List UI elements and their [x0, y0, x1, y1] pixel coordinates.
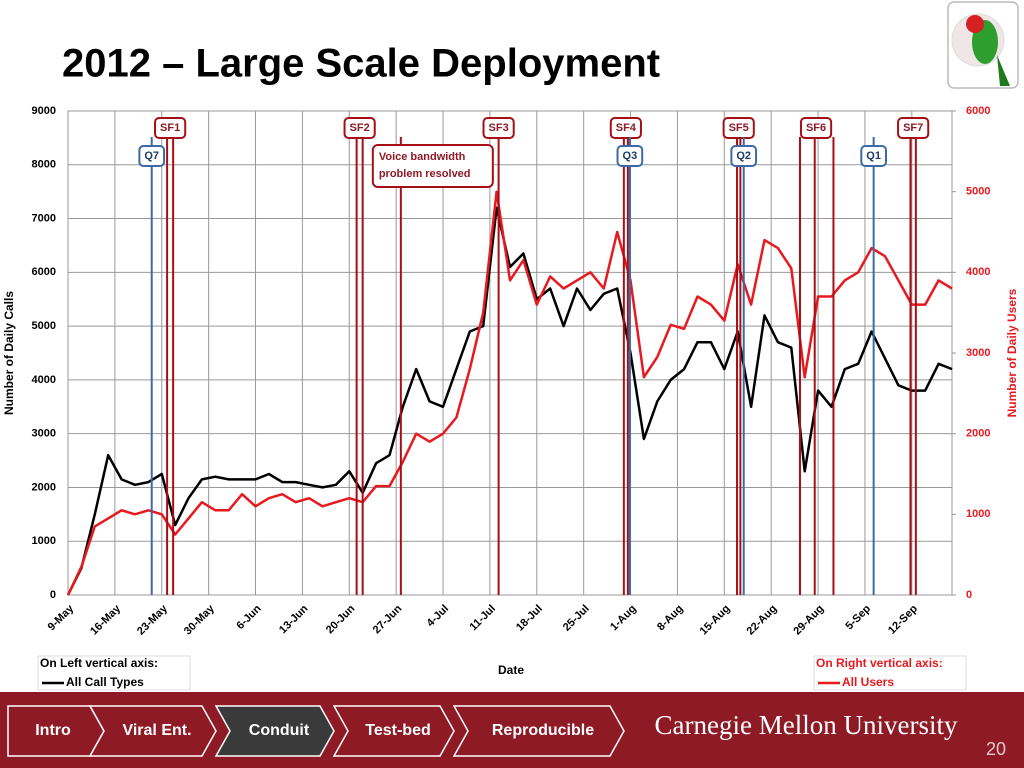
- y-tick-label: 3000: [32, 428, 56, 440]
- event-label: Q7: [144, 150, 159, 162]
- axis-note-box: [813, 655, 967, 691]
- y-tick-label: 9000: [32, 105, 56, 117]
- x-tick-label: 15-Aug: [698, 603, 733, 638]
- nav-label[interactable]: Conduit: [249, 722, 310, 739]
- y-tick-label: 5000: [32, 320, 56, 332]
- plot-area: [67, 110, 953, 596]
- x-tick-label: 27-Jun: [371, 603, 405, 637]
- x-tick-label: 4-Jul: [425, 603, 452, 630]
- x-tick-label: 29-Aug: [791, 603, 826, 638]
- x-tick-label: 23-May: [135, 602, 170, 637]
- event-label-box: [138, 145, 166, 167]
- event-label-box: [482, 117, 515, 139]
- legend-label: All Call Types: [66, 675, 144, 689]
- x-tick-label: 8-Aug: [655, 603, 686, 634]
- event-label-box: [609, 117, 642, 139]
- nav-label[interactable]: Reproducible: [492, 722, 594, 739]
- x-tick-label: 9-May: [46, 602, 77, 633]
- nav-label[interactable]: Viral Ent.: [122, 722, 191, 739]
- event-label-box: [154, 117, 187, 139]
- event-label-box: [799, 117, 833, 139]
- nav-tab[interactable]: [214, 705, 335, 757]
- brand: Carnegie Mellon University: [655, 710, 958, 740]
- event-label-box: [722, 117, 755, 139]
- x-tick-label: 22-Aug: [745, 603, 780, 638]
- nav-tab[interactable]: [452, 705, 625, 757]
- series-line: [66, 190, 953, 596]
- y2-tick-label: 2000: [966, 428, 990, 440]
- event-label: SF7: [903, 122, 923, 134]
- y-axis-title: Number of Daily Calls: [2, 291, 16, 415]
- x-tick-label: 1-Aug: [608, 603, 639, 634]
- y2-tick-label: 5000: [966, 186, 990, 198]
- x-axis-title: Date: [498, 663, 524, 677]
- nav-label[interactable]: Test-bed: [365, 722, 430, 739]
- y-tick-label: 7000: [32, 212, 56, 224]
- event-label: SF1: [160, 122, 180, 134]
- y2-tick-label: 1000: [966, 508, 990, 520]
- y2-tick-label: 6000: [966, 105, 990, 117]
- x-tick-label: 25-Jul: [561, 603, 592, 634]
- y-tick-label: 4000: [32, 374, 56, 386]
- axis-note-box: [37, 655, 191, 691]
- x-tick-label: 11-Jul: [468, 603, 499, 634]
- x-tick-label: 5-Sep: [843, 603, 873, 633]
- event-label-box: [616, 145, 644, 167]
- y2-tick-label: 4000: [966, 266, 990, 278]
- axis-note: On Left vertical axis:: [40, 656, 158, 670]
- x-tick-label: 20-Jun: [324, 603, 358, 637]
- event-label: SF5: [729, 122, 749, 134]
- nav-tab[interactable]: [88, 705, 217, 757]
- legend-label: All Users: [842, 675, 894, 689]
- event-label: SF6: [806, 122, 826, 134]
- x-tick-label: 18-Jul: [514, 603, 545, 634]
- y-tick-label: 2000: [32, 481, 56, 493]
- event-label-box: [860, 145, 887, 167]
- series-line: [66, 206, 953, 596]
- y-tick-label: 1000: [32, 535, 56, 547]
- event-label-box: [897, 117, 930, 139]
- event-label-box: [371, 144, 494, 188]
- x-tick-label: 16-May: [88, 602, 123, 637]
- y2-tick-label: 0: [966, 589, 972, 601]
- y2-axis-title: Number of Daily Users: [1005, 288, 1019, 417]
- nav-label[interactable]: Intro: [35, 722, 71, 739]
- nav-tab[interactable]: [332, 705, 455, 757]
- page-number: 20: [986, 739, 1006, 759]
- x-tick-label: 6-Jun: [234, 602, 263, 631]
- y-tick-label: 6000: [32, 266, 56, 278]
- y-tick-label: 0: [50, 589, 56, 601]
- x-tick-label: 13-Jun: [277, 603, 311, 637]
- event-label: problem resolved: [379, 168, 471, 180]
- x-tick-label: 30-May: [182, 602, 217, 637]
- event-label: SF4: [616, 122, 637, 134]
- event-label: SF3: [489, 122, 509, 134]
- y2-tick-label: 3000: [966, 347, 990, 359]
- x-tick-label: 12-Sep: [886, 602, 920, 636]
- logo: [947, 1, 1019, 89]
- event-label-box: [343, 117, 376, 139]
- y-tick-label: 8000: [32, 159, 56, 171]
- slide-title: 2012 – Large Scale Deployment: [62, 42, 660, 86]
- event-label-box: [730, 145, 758, 167]
- event-label: Q3: [623, 150, 638, 162]
- event-label: Q1: [866, 150, 881, 162]
- event-label: Q2: [736, 150, 751, 162]
- event-label: SF2: [350, 122, 370, 134]
- event-label: Voice bandwidth: [379, 151, 466, 163]
- axis-note: On Right vertical axis:: [816, 656, 943, 670]
